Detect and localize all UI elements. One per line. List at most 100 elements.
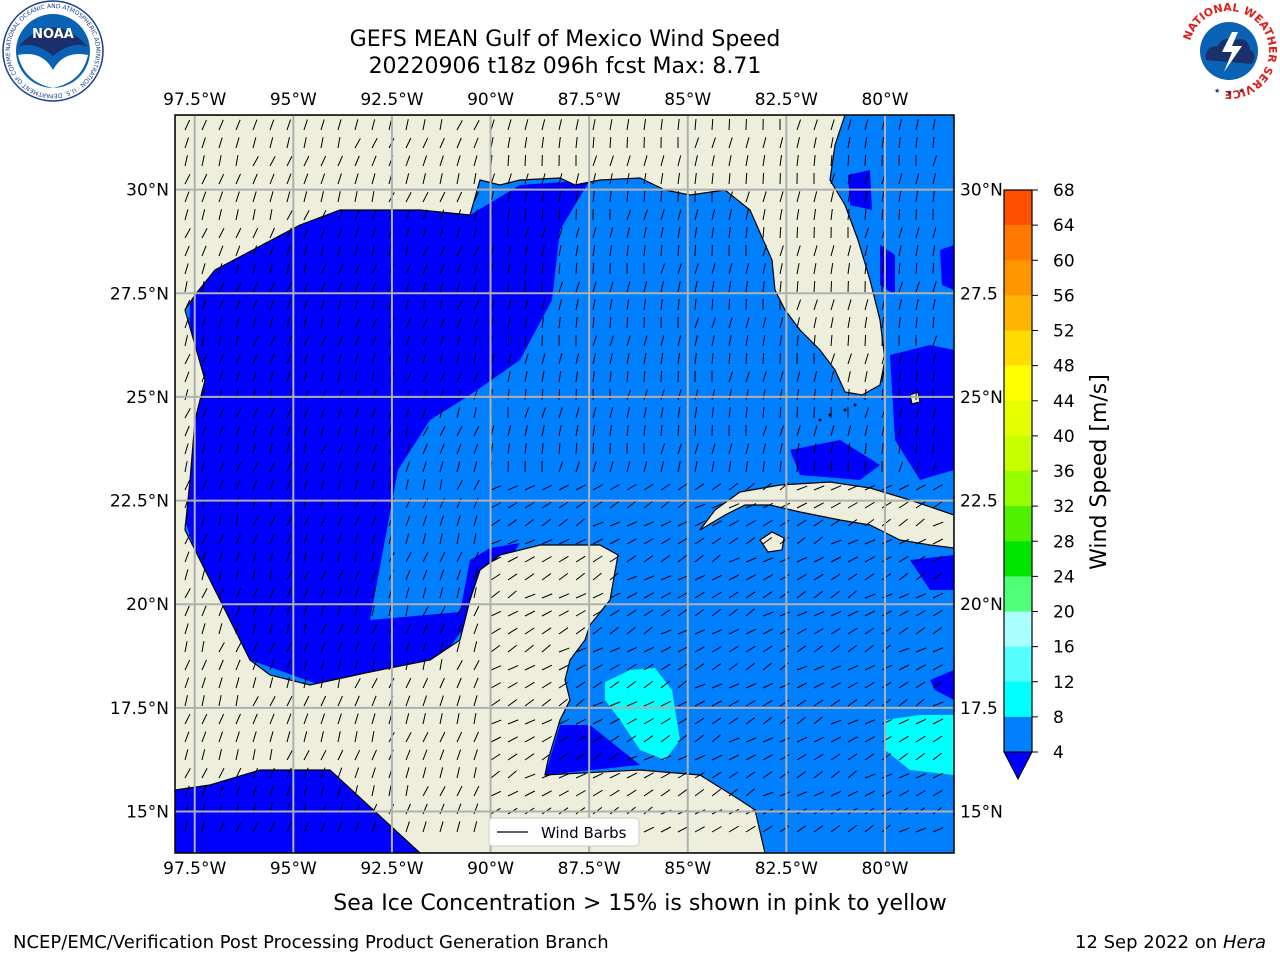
- wind-barb: [847, 519, 858, 527]
- wind-barb: [847, 502, 858, 509]
- wind-barb: [371, 227, 376, 239]
- wind-barb: [881, 501, 892, 509]
- wind-barb: [354, 245, 358, 257]
- wind-barb: [643, 663, 654, 671]
- wind-barb: [371, 461, 377, 473]
- wind-barb: [932, 701, 944, 707]
- wind-barb: [405, 425, 409, 437]
- wind-barb: [473, 281, 478, 293]
- wind-barb: [932, 609, 943, 617]
- wind-barb: [609, 647, 621, 653]
- wind-barb: [439, 821, 444, 833]
- wind-barb: [932, 245, 936, 257]
- wind-barb: [762, 461, 765, 473]
- wind-barb: [660, 500, 670, 509]
- wind-barb: [745, 503, 757, 509]
- wind-barb: [405, 299, 409, 311]
- wind-barb: [898, 137, 901, 149]
- wind-barb: [847, 753, 858, 761]
- wind-barb: [575, 681, 586, 689]
- wind-barb: [898, 173, 903, 185]
- wind-barb: [643, 575, 655, 581]
- wind-barb: [575, 119, 579, 131]
- wind-barb: [269, 317, 274, 329]
- wind-barb: [320, 119, 325, 131]
- wind-barb: [864, 119, 869, 131]
- wind-barb: [184, 389, 189, 401]
- wind-barb: [507, 137, 511, 149]
- wind-barb: [405, 389, 411, 401]
- wind-barb: [847, 154, 850, 167]
- wind-barb: [762, 699, 773, 707]
- wind-barbs: [184, 118, 944, 833]
- wind-barb: [677, 700, 689, 707]
- lon-label-bottom: 87.5°W: [558, 859, 621, 879]
- wind-barb: [660, 680, 670, 689]
- wind-barb: [592, 155, 598, 167]
- wind-barb: [524, 388, 527, 401]
- wind-barb: [354, 425, 358, 437]
- wind-barb: [235, 191, 240, 203]
- wind-barb: [694, 717, 705, 725]
- wind-barb: [269, 336, 276, 347]
- wind-barb: [320, 353, 326, 365]
- wind-barb: [354, 641, 360, 653]
- wind-barb: [796, 155, 799, 167]
- wind-barb: [881, 245, 885, 257]
- wind-barb: [303, 623, 307, 635]
- wind-barb: [252, 299, 258, 311]
- wind-barb: [694, 209, 699, 221]
- wind-barb: [745, 754, 756, 761]
- wind-barb: [915, 698, 925, 707]
- wind-barb: [813, 590, 823, 599]
- wind-barb: [609, 789, 620, 797]
- wind-barb: [915, 790, 926, 797]
- wind-barb: [371, 318, 378, 329]
- wind-barb: [881, 317, 885, 329]
- wind-barb: [286, 461, 293, 473]
- wind-barb: [847, 334, 850, 347]
- wind-barb: [643, 772, 654, 779]
- wind-barb: [864, 824, 874, 833]
- wind-barb: [439, 479, 443, 491]
- wind-barb: [813, 335, 816, 347]
- wind-barb: [320, 551, 324, 563]
- wind-barb: [830, 736, 842, 743]
- wind-barb: [456, 227, 460, 239]
- wind-barb: [592, 555, 603, 563]
- wind-barb: [286, 119, 292, 131]
- wind-barb: [218, 677, 223, 689]
- wind-barb: [286, 623, 290, 635]
- wind-barb: [269, 587, 275, 599]
- wind-barb: [439, 623, 445, 635]
- wind-barb: [609, 335, 614, 347]
- wind-barb: [354, 155, 360, 167]
- wind-barb: [303, 407, 309, 419]
- wind-barb: [660, 119, 663, 131]
- wind-barb: [439, 335, 444, 347]
- wind-barb: [575, 627, 586, 635]
- wind-barb: [541, 317, 545, 329]
- wind-barb: [456, 137, 462, 149]
- wind-barb: [728, 172, 731, 185]
- wind-barb: [286, 785, 291, 797]
- ocean-lt4-cuba: [790, 440, 880, 480]
- wind-barb: [337, 515, 343, 527]
- wind-barb: [592, 538, 604, 545]
- wind-barb: [235, 551, 240, 563]
- wind-barb: [558, 262, 561, 275]
- wind-barb: [660, 443, 666, 455]
- wind-barb: [558, 593, 570, 599]
- wind-barb: [371, 515, 377, 527]
- wind-barb: [252, 569, 256, 581]
- wind-barb: [558, 735, 569, 743]
- wind-barb: [592, 521, 604, 527]
- wind-barb: [881, 556, 892, 563]
- wind-barb: [201, 641, 205, 653]
- wind-barb: [473, 371, 479, 383]
- wind-barb: [269, 767, 275, 779]
- wind-barb: [711, 771, 722, 779]
- wind-barb: [609, 484, 620, 491]
- wind-barb: [541, 736, 552, 743]
- wind-barb: [473, 569, 478, 581]
